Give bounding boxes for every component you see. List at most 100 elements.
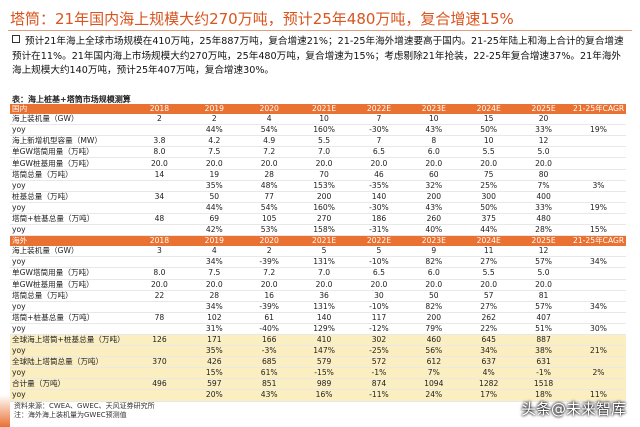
table-row: 单GW桩基用量（万吨） 20.0 20.0 20.0 20.0 20.0 20.0 20.0 2… [10,157,626,170]
cell: -30% [351,202,407,214]
cell: 460 [406,334,462,347]
cell: 35% [186,345,242,358]
cell: 51% [516,323,571,335]
cell [571,213,626,226]
cell: -1% [351,367,407,380]
cell: 140 [351,191,407,203]
header-row: 国内 2018 2019 2020 2021E 2022E 2023E 2024E 2025E 2… [10,104,626,115]
cell: 20.0 [406,157,462,170]
cell: 48 [132,213,187,226]
cell: 10 [296,114,352,126]
cell: 496 [132,378,187,391]
cell: 989 [296,378,352,391]
header-cell: 2018 [132,104,187,115]
header-cell: 2025E [516,235,571,247]
cell: 56% [406,345,462,358]
cell: 34% [186,301,242,313]
cell: 28% [516,224,571,237]
cell: 5.0 [516,146,571,159]
cell [132,224,187,237]
cell: 11 [461,246,517,258]
cell: 410 [296,334,352,347]
bullet: 预计21年海上全球市场规模在410万吨，25年887万吨，复合增速21%；21-… [12,35,624,79]
cell: 43% [406,202,462,214]
cell: 20.0 [516,157,571,170]
cell: 4 [241,114,297,126]
header-cell: 2022E [351,235,407,247]
cell: 31% [186,323,242,335]
cell: 46 [351,169,407,181]
cell: 6.5 [351,267,407,280]
cell: 7% [406,367,462,380]
cell: 2 [241,246,297,258]
cell: 612 [406,356,462,369]
cell: -10% [351,256,407,269]
header-cell: 2019 [186,104,242,115]
cell: 7.5 [186,267,242,280]
row-label: yoy [10,323,132,335]
cell: 171 [186,334,242,347]
header-cell: 2023E [406,104,462,115]
row-label: 全球陆上塔筒总量（万吨） [10,356,132,369]
cell: 166 [241,334,297,347]
cell: 33% [516,124,571,137]
cell: 20.0 [296,279,352,291]
table-row: 单GW桩基用量（万吨） 20.0 20.0 20.0 20.0 20.0 20.0 20.0 2… [10,279,626,291]
row-label: 单GW塔筒用量（万吨） [10,146,132,159]
cell: 20.0 [296,157,352,170]
cell: -1% [516,367,571,380]
row-label: yoy [10,180,132,192]
cell [571,169,626,181]
cell: -39% [241,301,297,313]
cell: -25% [351,345,407,358]
cell: 16% [296,389,352,402]
table: 国内 2018 2019 2020 2021E 2022E 2023E 2024E 2025E 2… [10,104,626,402]
row-label: 塔筒总量（万吨） [10,290,132,302]
cell: 20.0 [241,157,297,170]
cell: 1282 [461,378,517,391]
row-label: yoy [10,345,132,358]
cell [571,334,626,347]
cell: 631 [516,356,571,369]
cell: 48% [241,180,297,192]
cell: 260 [406,213,462,226]
cell: 20.0 [132,279,187,291]
row-label: 单GW桩基用量（万吨） [10,157,132,170]
cell: 426 [186,356,242,369]
cell: 20.0 [461,279,517,291]
cell: 24% [406,389,462,402]
cell: -3% [241,345,297,358]
cell: 200 [406,312,462,324]
cell: 7.5 [186,146,242,159]
cell: 44% [186,202,242,214]
table-row: yoy 20% 43% 16% -11% 24% 17% 18% 11% [10,389,626,402]
table-row: yoy 44% 54% 160% -30% 43% 50% 33% 19% [10,124,626,137]
cell: 19% [571,202,626,214]
cell: 34% [461,345,517,358]
table-row: yoy 35% -3% 147% -25% 56% 34% 38% 21% [10,345,626,358]
cell: 129% [296,323,352,335]
cell: 28 [186,290,242,302]
header-cell: 2025E [516,104,571,115]
cell: 126 [132,334,187,347]
table-row: yoy 31% -40% 129% -12% 79% 22% 51% 30% [10,323,626,335]
bullet-icon [12,35,20,43]
cell: -10% [351,301,407,313]
cell: 57% [516,301,571,313]
cell [132,180,187,192]
cell: 12 [516,135,571,148]
cell: 158% [296,224,352,237]
cell: 60 [406,169,462,181]
cell: 50 [186,191,242,203]
cell: 8.0 [132,146,187,159]
header-cell: 2023E [406,235,462,247]
cell: 34% [186,256,242,269]
cell: 7.0 [296,146,352,159]
cell: 8.0 [132,267,187,280]
table-row: yoy 35% 48% 153% -35% 32% 25% 7% 3% [10,180,626,192]
cell: 53% [241,224,297,237]
table-row: yoy 34% -39% 131% -10% 82% 27% 57% 34% [10,256,626,269]
cell: 77 [241,191,297,203]
cell [571,246,626,258]
cell [132,323,187,335]
